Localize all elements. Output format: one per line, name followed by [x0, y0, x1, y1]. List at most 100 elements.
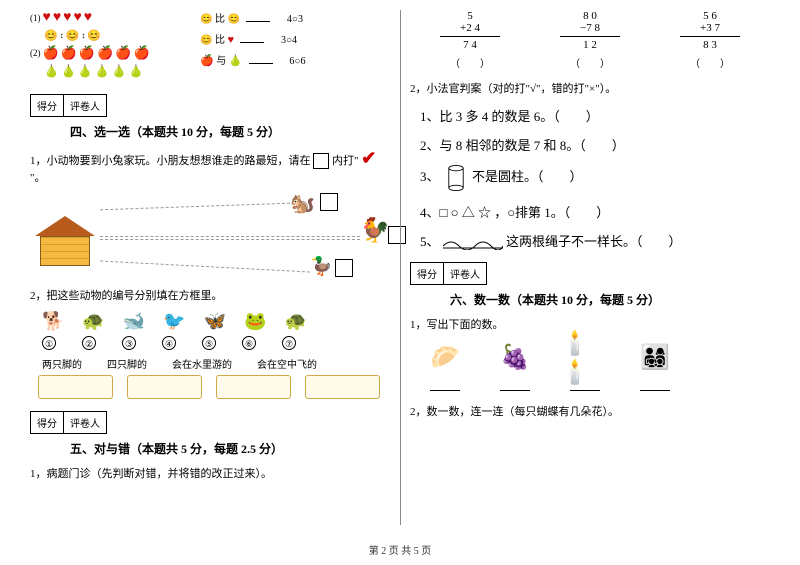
- pear-icon: 🍐: [95, 64, 110, 79]
- answer-boxes: [38, 375, 390, 399]
- section-5-title: 五、对与错（本题共 5 分，每题 2.5 分）: [70, 440, 390, 457]
- frog-icon: 🐸: [244, 311, 266, 332]
- smiley-icon: 😊: [87, 29, 101, 42]
- arith-col-1: 5 +2 4 7 4: [440, 10, 500, 51]
- butterfly-icon: 🦋: [204, 311, 226, 332]
- arrow-icon: ↕: [81, 31, 85, 40]
- rooster-icon: 🐓: [360, 216, 390, 245]
- blank-underline[interactable]: [249, 54, 273, 64]
- judge-4: 4、□ ○ △ ☆ ，○排第 1。（ ）: [420, 202, 770, 221]
- apple-icon: 🍎: [115, 45, 131, 61]
- reviewer-cell: 评卷人: [64, 411, 107, 434]
- arith-col-2: 8 0 −7 8 1 2: [560, 10, 620, 51]
- judge-3: 3、 不是圆柱。（ ）: [420, 164, 770, 192]
- num-3: ③: [122, 336, 136, 350]
- right-column: 5 +2 4 7 4 8 0 −7 8 1 2 5 6 +3 7 8 3 （ ）…: [410, 10, 770, 487]
- blank-line[interactable]: [500, 379, 530, 391]
- checkbox[interactable]: [335, 259, 353, 277]
- question-6-2: 2，数一数，连一连（每只蝴蝶有几朵花）。: [410, 403, 770, 419]
- page-footer: 第 2 页 共 5 页: [0, 542, 800, 557]
- answer-box[interactable]: [38, 375, 113, 399]
- dumplings-icon: 🥟: [420, 340, 470, 375]
- paren[interactable]: （ ）: [560, 55, 620, 70]
- blank-line[interactable]: [430, 379, 460, 391]
- smiley-icon: 😊: [200, 14, 212, 25]
- candles-icon: 🕯️🕯️: [560, 340, 610, 375]
- paren[interactable]: （ ）: [680, 55, 740, 70]
- paren-row: （ ） （ ） （ ）: [410, 55, 770, 70]
- smiley-row: 😊 ↕ 😊 ↕ 😊: [30, 29, 190, 42]
- compare-row-2: 😊 比 ♥ 3○4: [200, 31, 305, 46]
- checkbox[interactable]: [320, 193, 338, 211]
- cylinder-icon: [447, 164, 465, 192]
- num-6: ⑥: [242, 336, 256, 350]
- squirrel-icon: 🐿️: [290, 191, 315, 216]
- pears-row: 🍐 🍐 🍐 🍐 🍐 🍐: [30, 64, 190, 79]
- hearts-row: (1) ♥ ♥ ♥ ♥ ♥: [30, 10, 190, 26]
- score-cell: 得分: [410, 262, 444, 285]
- apple-icon: 🍎: [79, 45, 95, 61]
- question-5-1: 1，病题门诊（先判断对错，并将错的改正过来）。: [30, 465, 390, 481]
- pear-icon: 🍐: [78, 64, 93, 79]
- question-4-1: 1，小动物要到小兔家玩。小朋友想想谁走的路最短，请在 内打" ✔ "。: [30, 148, 390, 185]
- blank-underline[interactable]: [246, 12, 270, 22]
- blank-underline[interactable]: [240, 33, 264, 43]
- tortoise-icon: 🐢: [285, 311, 307, 332]
- section-4-title: 四、选一选（本题共 10 分，每题 5 分）: [70, 123, 390, 140]
- answer-box[interactable]: [127, 375, 202, 399]
- q2-label: (2): [30, 48, 41, 58]
- apple-icon: 🍎: [97, 45, 113, 61]
- column-divider: [400, 10, 401, 525]
- blank-line[interactable]: [640, 379, 670, 391]
- checkbox-icon[interactable]: [313, 153, 329, 169]
- path-diagram: 🐿️ 🐓 🦆: [30, 191, 390, 281]
- score-box: 得分 评卷人: [30, 411, 390, 434]
- pear-icon: 🍐: [112, 64, 127, 79]
- arrow-icon: ↕: [60, 31, 64, 40]
- heart-icon: ♥: [63, 10, 71, 26]
- pear-icon: 🍐: [129, 64, 144, 79]
- people-icon: 👨‍👩‍👧‍👦: [630, 340, 680, 375]
- judge-5: 5、 这两根绳子不一样长。（ ）: [420, 231, 770, 250]
- smiley-icon: 😊: [200, 35, 212, 46]
- score-box: 得分 评卷人: [410, 262, 770, 285]
- whale-icon: 🐋: [123, 311, 145, 332]
- arith-top-row: 5 +2 4 7 4 8 0 −7 8 1 2 5 6 +3 7 8 3: [410, 10, 770, 51]
- reviewer-cell: 评卷人: [64, 94, 107, 117]
- pear-icon: 🍐: [44, 64, 59, 79]
- answer-box[interactable]: [216, 375, 291, 399]
- checkmark-icon: ✔: [361, 148, 376, 168]
- arith-col-3: 5 6 +3 7 8 3: [680, 10, 740, 51]
- pear-icon: 🍐: [61, 64, 76, 79]
- duck-icon: 🦆: [310, 256, 332, 277]
- animal-icons-row: 🐕 🐢 🐋 🐦 🦋 🐸 🐢: [42, 311, 390, 332]
- num-7: ⑦: [282, 336, 296, 350]
- judge-2: 2、与 8 相邻的数是 7 和 8。（ ）: [420, 135, 770, 154]
- q1-label: (1): [30, 13, 41, 23]
- checkbox[interactable]: [388, 226, 406, 244]
- category-label: 四只脚的: [107, 356, 147, 371]
- dog-icon: 🐕: [42, 311, 64, 332]
- num-1: ①: [42, 336, 56, 350]
- paren[interactable]: （ ）: [440, 55, 500, 70]
- smiley-icon: 😊: [44, 29, 58, 42]
- reviewer-cell: 评卷人: [444, 262, 487, 285]
- apple-icon: 🍎: [133, 45, 149, 61]
- question-4-2: 2，把这些动物的编号分别填在方框里。: [30, 287, 390, 303]
- house-icon: [35, 216, 95, 266]
- smiley-icon: 😊: [227, 14, 239, 25]
- answer-box[interactable]: [305, 375, 380, 399]
- grapes-icon: 🍇: [490, 340, 540, 375]
- section-6-title: 六、数一数（本题共 10 分，每题 5 分）: [450, 291, 770, 308]
- category-label: 两只脚的: [42, 356, 82, 371]
- compare-row-3: 🍎 与 🍐 6○6: [200, 52, 305, 67]
- smiley-icon: 😊: [66, 29, 80, 42]
- left-column: (1) ♥ ♥ ♥ ♥ ♥ 😊 ↕ 😊 ↕ 😊 (2) 🍎: [30, 10, 390, 487]
- apple-icon: 🍎: [200, 55, 214, 67]
- wavy-line-icon: [443, 236, 503, 250]
- apples-row: (2) 🍎 🍎 🍎 🍎 🍎 🍎: [30, 45, 190, 61]
- num-2: ②: [82, 336, 96, 350]
- compare-row-1: 😊 比 😊 4○3: [200, 10, 305, 25]
- category-label: 会在空中飞的: [257, 356, 317, 371]
- category-row: 两只脚的 四只脚的 会在水里游的 会在空中飞的: [42, 356, 390, 371]
